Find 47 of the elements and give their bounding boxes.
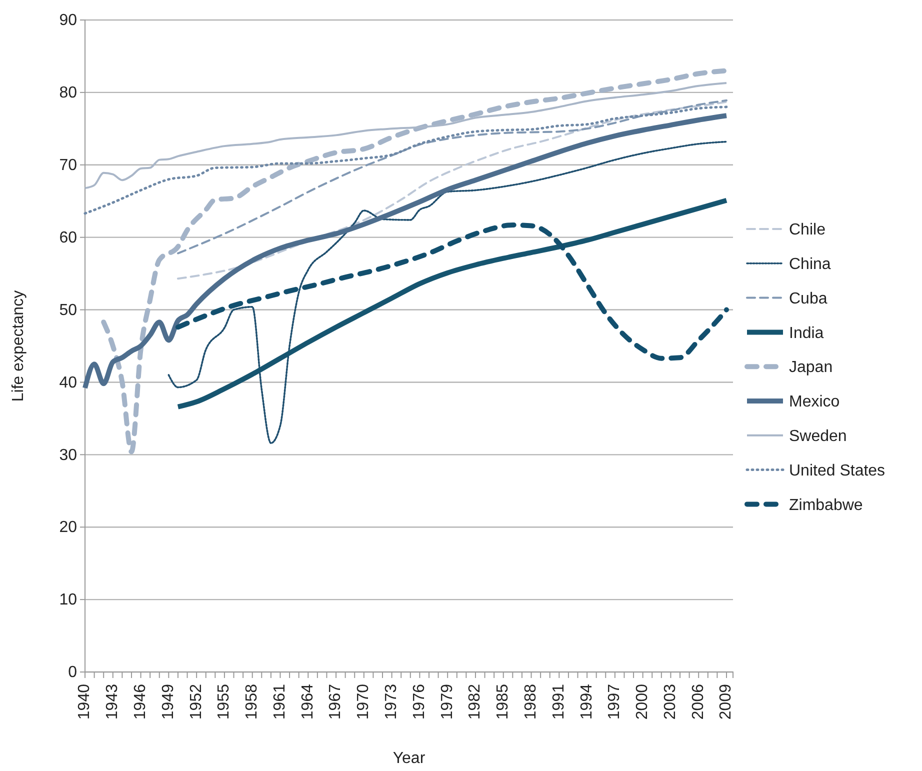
y-tick-label: 40 <box>59 374 78 392</box>
x-tick-label: 2009 <box>718 684 735 720</box>
y-tick-label: 90 <box>59 12 78 30</box>
x-tick-label: 1994 <box>578 684 596 720</box>
x-tick-label: 1976 <box>410 684 428 720</box>
legend-label: Zimbabwe <box>789 496 863 514</box>
line-series <box>84 106 728 215</box>
x-tick-label: 1973 <box>383 684 400 720</box>
x-tick-label: 1982 <box>466 684 484 720</box>
legend-label: Japan <box>789 359 833 376</box>
x-tick-label: 1967 <box>327 684 344 720</box>
x-tick-label: 1949 <box>160 684 177 720</box>
x-tick-label: 1997 <box>606 684 624 720</box>
y-tick-label: 30 <box>59 446 78 464</box>
x-tick-label: 1958 <box>244 684 261 720</box>
x-tick-label: 2000 <box>634 684 652 720</box>
y-tick-label: 0 <box>68 664 78 682</box>
y-tick-label: 20 <box>59 519 78 536</box>
x-tick-label: 1952 <box>188 684 205 720</box>
x-tick-label: 1991 <box>550 684 568 720</box>
legend-label: Cuba <box>789 290 828 308</box>
x-tick-label: 1940 <box>76 684 94 720</box>
y-tick-label: 10 <box>59 592 78 609</box>
legend-label: Sweden <box>789 428 847 445</box>
y-tick-label: 80 <box>59 84 78 102</box>
x-tick-label: 1955 <box>216 684 233 720</box>
x-tick-label: 2006 <box>690 684 707 720</box>
y-tick-label: 50 <box>59 302 78 319</box>
x-tick-label: 2003 <box>662 684 679 720</box>
x-tick-label: 1988 <box>522 684 540 720</box>
y-tick-label: 70 <box>59 157 78 174</box>
legend-label: India <box>789 324 824 342</box>
x-tick-label: 1946 <box>132 684 150 720</box>
legend-label: China <box>789 256 831 273</box>
x-tick-label: 1943 <box>104 684 122 720</box>
x-axis-title: Year <box>392 750 426 767</box>
x-tick-label: 1979 <box>438 684 456 720</box>
x-tick-label: 1970 <box>355 684 372 720</box>
x-tick-label: 1985 <box>494 684 512 720</box>
line-series <box>168 140 728 444</box>
x-tick-label: 1964 <box>299 684 316 720</box>
legend-label: Chile <box>789 222 826 239</box>
y-axis-title: Life expectancy <box>10 290 27 402</box>
legend-label: Mexico <box>789 394 840 411</box>
y-tick-label: 60 <box>59 229 78 246</box>
x-tick-label: 1961 <box>271 684 288 720</box>
legend-label: United States <box>789 462 886 480</box>
